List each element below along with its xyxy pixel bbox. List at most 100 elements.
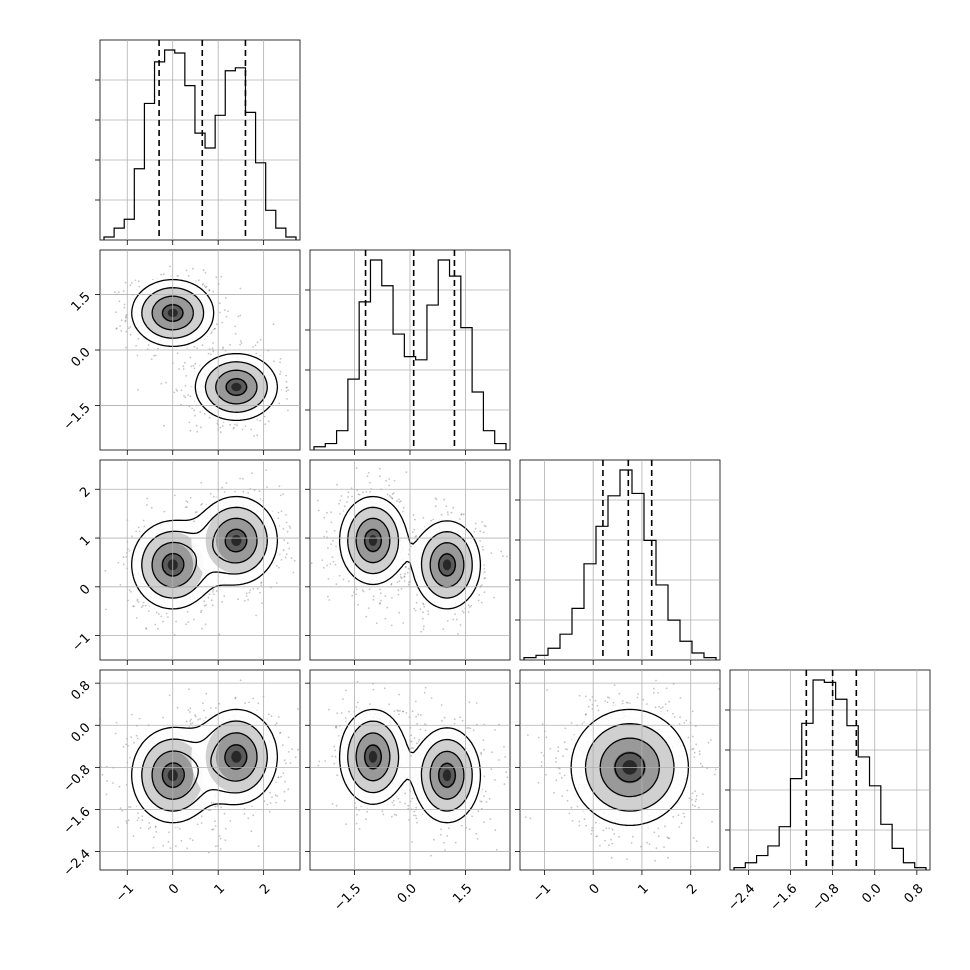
sample-point <box>186 501 189 503</box>
sample-point <box>397 589 400 592</box>
density-shade <box>231 535 242 546</box>
sample-point <box>239 477 242 480</box>
sample-point <box>252 588 255 590</box>
sample-point <box>190 365 193 368</box>
sample-point <box>249 589 252 592</box>
sample-point <box>189 722 192 725</box>
sample-point <box>247 492 250 494</box>
sample-point <box>287 409 289 412</box>
sample-point <box>379 592 382 595</box>
sample-point <box>264 415 266 418</box>
sample-point <box>184 385 187 387</box>
sample-point <box>256 587 259 590</box>
sample-point <box>372 595 375 598</box>
sample-point <box>276 565 278 567</box>
sample-point <box>167 616 169 618</box>
sample-point <box>264 423 267 426</box>
sample-point <box>143 525 146 528</box>
sample-point <box>221 486 224 489</box>
sample-point <box>168 694 171 697</box>
sample-point <box>187 394 190 396</box>
sample-point <box>136 598 139 601</box>
sample-point <box>227 310 229 313</box>
sample-point <box>280 494 282 497</box>
sample-point <box>379 588 381 591</box>
sample-point <box>201 627 203 630</box>
sample-point <box>135 344 138 347</box>
sample-point <box>362 491 364 494</box>
sample-point <box>245 592 248 595</box>
sample-point <box>259 338 262 341</box>
sample-point <box>188 688 190 691</box>
sample-point <box>357 603 359 606</box>
sample-point <box>286 542 289 545</box>
sample-point <box>184 396 187 399</box>
sample-point <box>385 479 387 482</box>
sample-point <box>199 411 202 413</box>
sample-point <box>115 328 118 330</box>
sample-point <box>266 486 268 489</box>
sample-point <box>258 490 261 493</box>
sample-point <box>196 430 199 433</box>
sample-point <box>474 527 477 530</box>
sample-point <box>398 611 401 614</box>
sample-point <box>186 610 189 613</box>
sample-point <box>286 386 288 389</box>
sample-point <box>129 333 132 336</box>
sample-point <box>197 718 200 721</box>
panel-frame <box>729 669 931 871</box>
sample-point <box>153 354 156 357</box>
sample-point <box>327 578 330 580</box>
sample-point <box>481 545 484 548</box>
sample-point <box>125 346 127 349</box>
sample-point <box>211 590 214 593</box>
sample-point <box>237 598 240 601</box>
sample-point <box>443 498 446 501</box>
sample-point <box>214 845 217 848</box>
sample-point <box>125 314 128 317</box>
sample-point <box>366 475 369 478</box>
sample-point <box>413 607 416 610</box>
sample-point <box>115 721 118 724</box>
sample-point <box>256 434 259 437</box>
sample-point <box>131 535 133 538</box>
sample-point <box>330 511 332 513</box>
sample-point <box>125 316 127 318</box>
sample-point <box>185 375 188 377</box>
sample-point <box>163 510 166 513</box>
sample-point <box>122 290 125 292</box>
sample-point <box>481 521 483 523</box>
sample-point <box>124 319 127 322</box>
sample-point <box>483 524 486 527</box>
sample-point <box>130 736 133 739</box>
sample-point <box>500 550 503 553</box>
sample-point <box>137 526 140 529</box>
sample-point <box>343 505 346 508</box>
sample-point <box>120 329 123 332</box>
sample-point <box>288 525 291 528</box>
sample-point <box>160 615 163 618</box>
sample-point <box>160 382 163 385</box>
sample-point <box>411 531 414 533</box>
sample-point <box>317 509 320 512</box>
sample-point <box>223 309 226 311</box>
sample-point <box>180 389 183 392</box>
sample-point <box>365 491 368 493</box>
sample-point <box>278 402 281 405</box>
sample-point <box>207 596 210 599</box>
sample-point <box>396 581 399 584</box>
sample-point <box>285 390 288 393</box>
sample-point <box>422 625 425 628</box>
sample-point <box>187 621 190 623</box>
sample-point <box>232 427 235 430</box>
sample-point <box>252 346 255 348</box>
sample-point <box>293 560 296 562</box>
sample-point <box>261 602 263 604</box>
sample-point <box>422 628 425 630</box>
sample-point <box>117 561 120 564</box>
sample-point <box>193 367 196 370</box>
sample-point <box>165 381 167 384</box>
sample-point <box>478 594 481 596</box>
sample-point <box>265 469 267 471</box>
